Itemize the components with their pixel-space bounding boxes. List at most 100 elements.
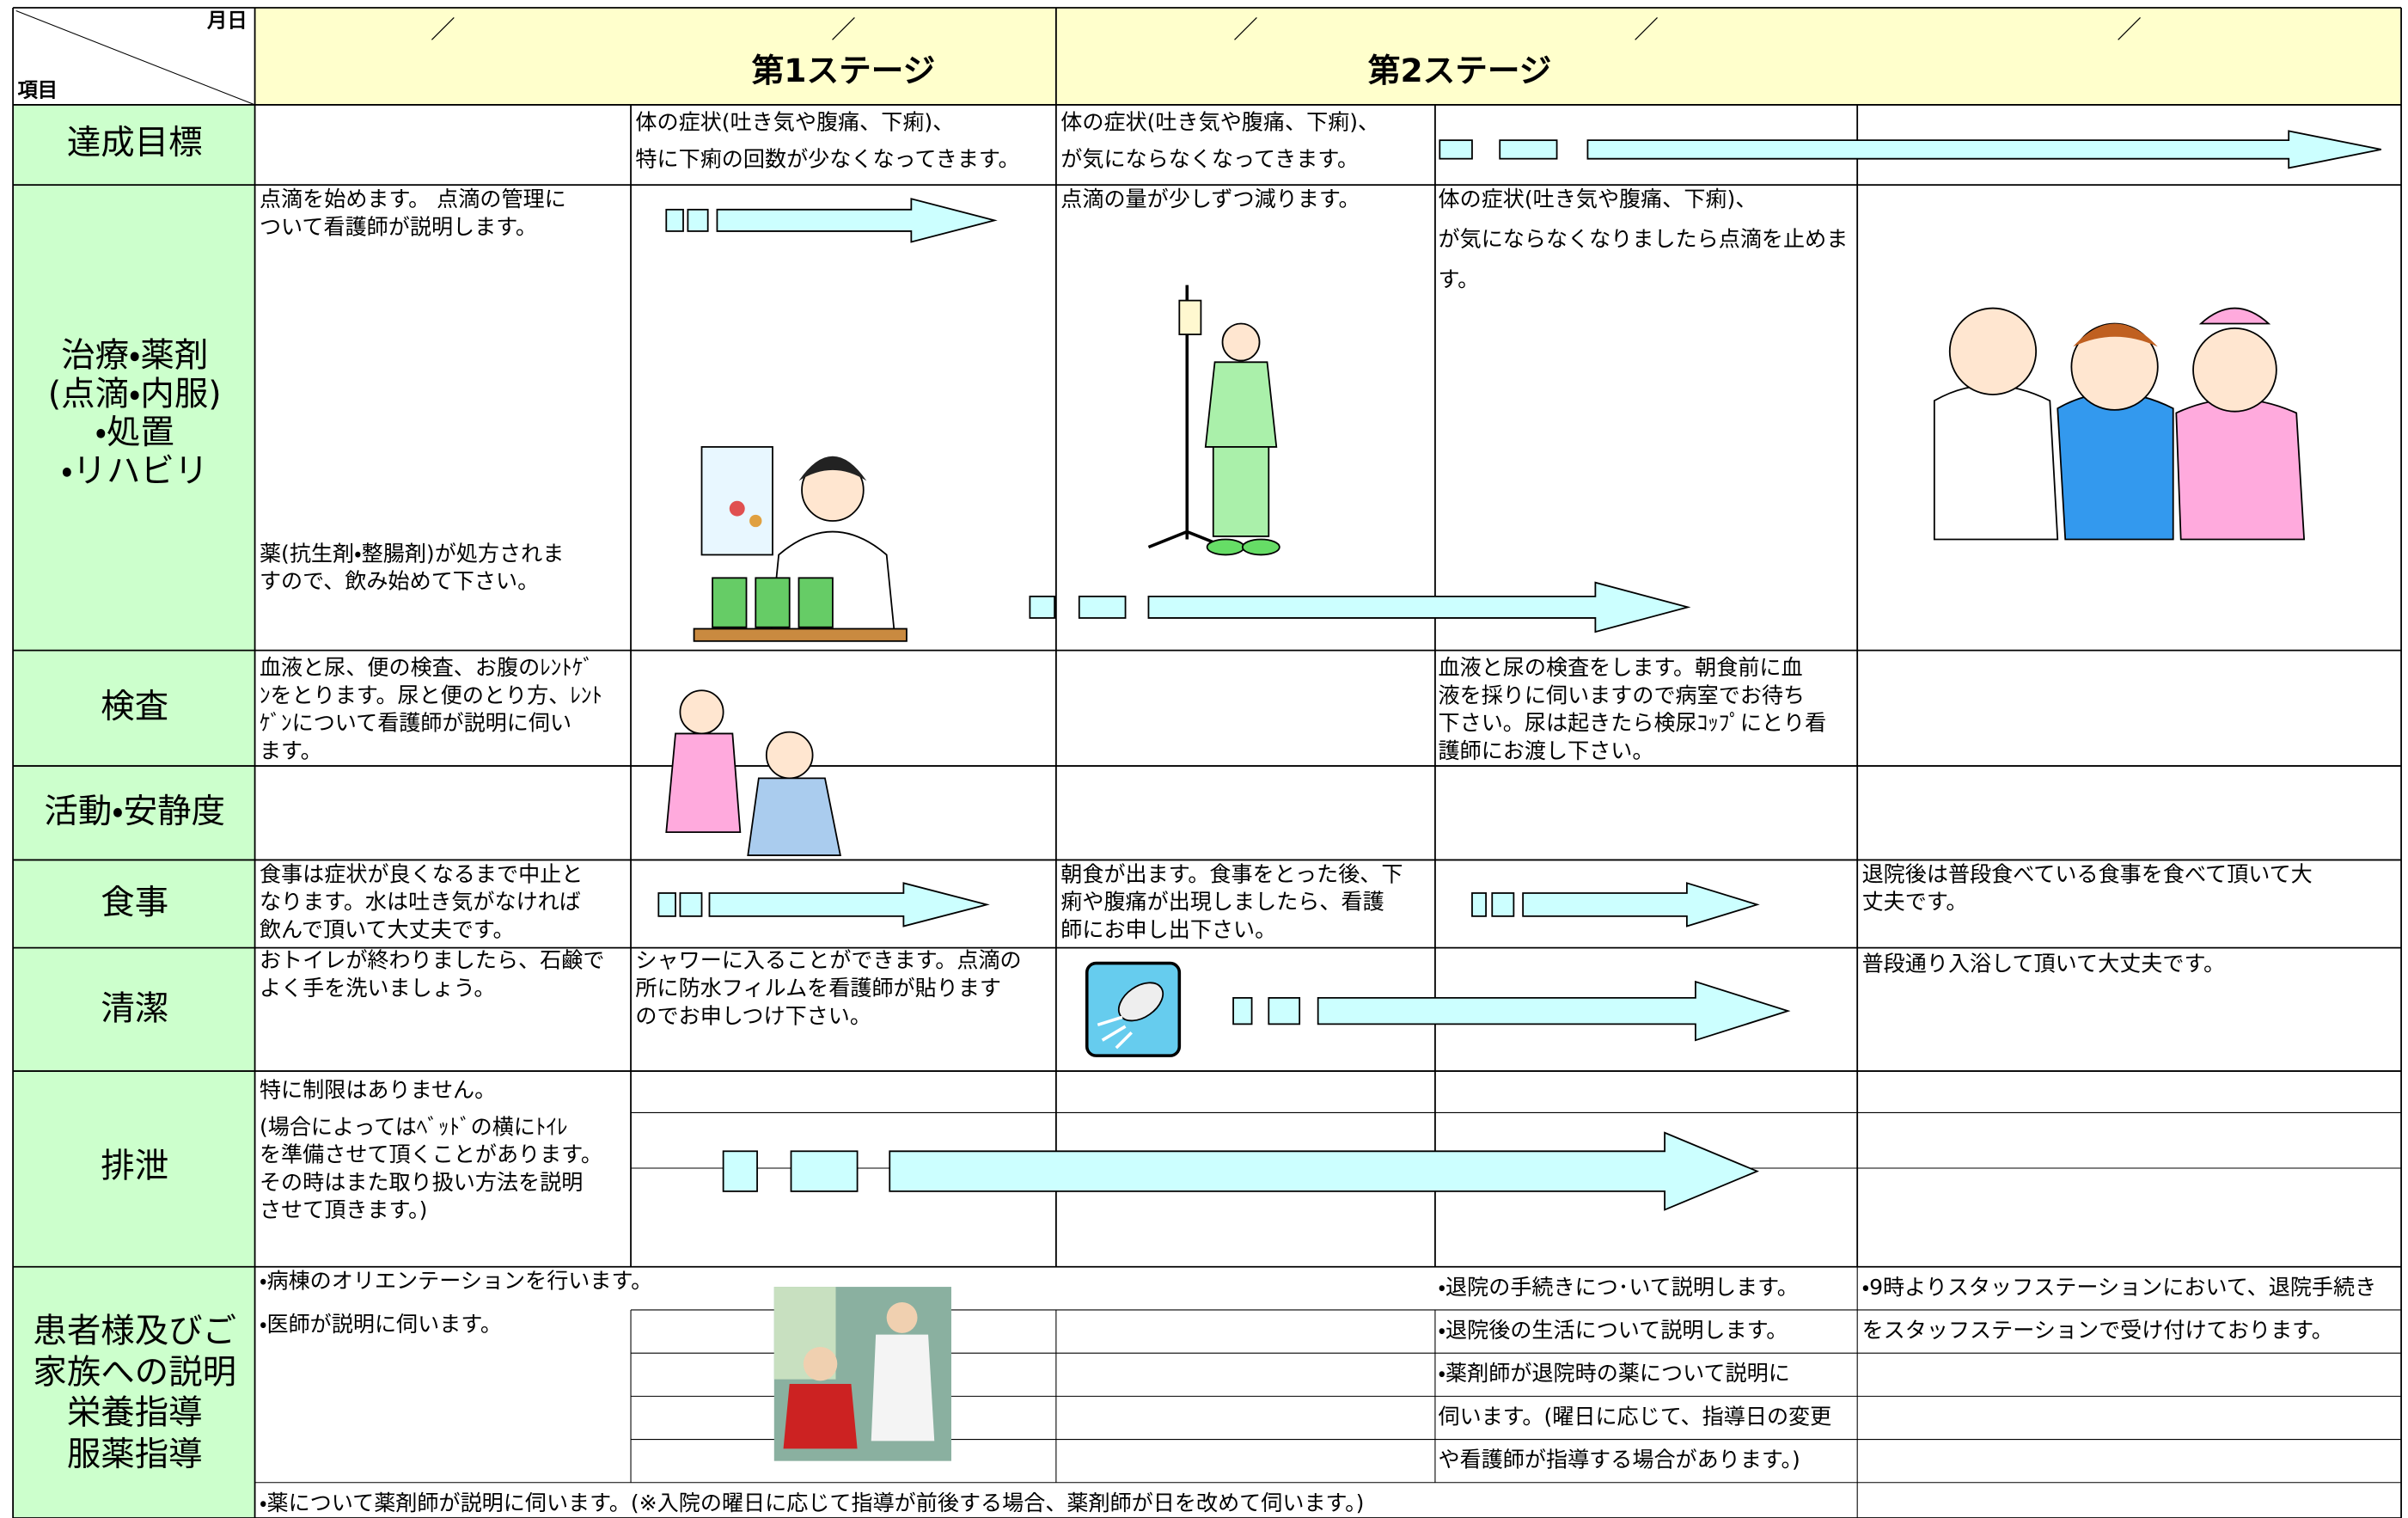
arrow — [889, 1131, 1759, 1211]
cell-text: 丈夫です。 — [1862, 890, 1968, 915]
nurse-head — [679, 689, 724, 735]
row-label: 栄養指導 — [67, 1393, 203, 1432]
cell-text: 血液と尿の検査をします。朝食前に血 — [1439, 655, 1803, 680]
cell-text: のでお申しつけ下さい。 — [635, 1003, 871, 1028]
cell-text: (場合によってはﾍﾞｯﾄﾞの横にﾄｲﾚ — [260, 1114, 568, 1139]
box — [755, 577, 791, 628]
grid-line — [15, 10, 255, 106]
hair — [798, 456, 867, 481]
arrow — [1317, 980, 1791, 1042]
arrow-block — [1439, 139, 1473, 160]
cell-text: シャワーに入ることができます。点滴の — [635, 948, 1021, 973]
nurse-head — [2192, 327, 2277, 413]
pill — [729, 500, 745, 517]
iv-bag — [1178, 299, 1202, 335]
staff-illustration — [1933, 307, 2306, 541]
cell-text: 体の症状(吐き気や腹痛、下痢)、 — [1060, 109, 1379, 134]
cell-text: よく手を洗いましょう。 — [260, 976, 496, 1001]
cell-text: 特に制限はありません。 — [260, 1077, 496, 1102]
cell-text: 普段通り入浴して頂いて大丈夫です。 — [1862, 951, 2226, 976]
doctor-coat — [871, 1334, 935, 1441]
arrow-block — [1232, 997, 1253, 1025]
consultation-illustration — [773, 1287, 951, 1461]
patient-gown — [747, 777, 841, 856]
arrow — [708, 882, 990, 927]
row-label: 治療・薬剤 — [61, 335, 208, 375]
backgrounds — [13, 7, 2402, 1518]
cell-text: 血液と尿、便の検査、お腹のﾚﾝﾄｹﾞ — [260, 655, 594, 680]
cell-text: 護師にお渡し下さい。 — [1439, 738, 1654, 763]
arrow-block — [1471, 892, 1487, 917]
patient-head — [803, 1346, 838, 1381]
row-label: (点滴・内服) — [48, 374, 222, 413]
date-mark: ／ — [1634, 15, 1659, 44]
date-mark: ／ — [431, 15, 455, 44]
pants — [1212, 446, 1270, 537]
arrow-block — [722, 1150, 758, 1192]
cell-text: ・薬について薬剤師が説明に伺います。(※入院の曜日に応じて指導が前後する場合、薬… — [260, 1490, 1365, 1515]
row-label: 清潔 — [101, 989, 168, 1029]
row-label: 排泄 — [101, 1147, 168, 1186]
iv-patient-illustration — [1147, 285, 1280, 556]
box — [712, 577, 748, 628]
cell-text: させて頂きます。) — [260, 1197, 427, 1222]
staff-shirt — [2057, 392, 2174, 541]
arrow-block — [1491, 892, 1515, 917]
slipper — [1241, 538, 1280, 556]
item-label: 項目 — [17, 78, 58, 101]
cell-text: おトイレが終わりましたら、石鹸で — [260, 948, 605, 973]
box — [798, 577, 834, 628]
cell-text: 体の症状(吐き気や腹痛、下痢)、 — [1439, 187, 1757, 211]
doctor-head — [1948, 307, 2038, 395]
patient-sweater — [783, 1384, 858, 1449]
cell-text: 師にお申し出下さい。 — [1060, 917, 1276, 942]
arrow-block — [1268, 997, 1301, 1025]
nurse-patient-illustration — [665, 689, 841, 856]
row-label: ・リハビリ — [61, 451, 208, 491]
date-mark: ／ — [1233, 15, 1258, 44]
arrow — [1522, 882, 1760, 927]
cell-text: ・退院の手続きにつ･いて説明します。 — [1439, 1275, 1799, 1300]
cell-text: 食事は症状が良くなるまで中止と — [260, 861, 583, 886]
cell-text: ・9時よりスタッフステーションにおいて、退院手続き — [1862, 1275, 2377, 1300]
date-mark: ／ — [831, 15, 856, 44]
cell-text: ｹﾞﾝについて看護師が説明に伺い — [260, 711, 571, 736]
cell-text: が気にならなくなりましたら点滴を止めま — [1439, 227, 1849, 252]
cell-text: を準備させて頂くことがあります。 — [260, 1142, 602, 1167]
label-column-fill — [13, 104, 255, 1518]
cell-text: すので、飲み始めて下さい。 — [260, 569, 539, 594]
staff-hair — [2073, 323, 2158, 347]
cell-text: 点滴の量が少しずつ減ります。 — [1060, 187, 1360, 211]
cell-text: 下さい。尿は起きたら検尿ｺｯﾌﾟにとり看 — [1439, 711, 1827, 736]
cell-text: ます。 — [260, 738, 322, 763]
arrow-block — [1499, 139, 1558, 160]
arrow — [1147, 581, 1691, 634]
cell-text: 薬(抗生剤・整腸剤)が処方されま — [260, 541, 564, 566]
cell-text: 特に下痢の回数が少なくなってきます。 — [635, 146, 1019, 171]
arrow-block — [679, 892, 703, 917]
cell-text: 体の症状(吐き気や腹痛、下痢)、 — [635, 109, 954, 134]
cell-text: 痢や腹痛が出現しましたら、看護 — [1060, 890, 1384, 915]
staff-head — [2070, 322, 2159, 411]
nurse-uniform — [2175, 398, 2306, 541]
head — [1221, 322, 1261, 362]
arrow-block — [790, 1150, 859, 1192]
arrow-block — [687, 208, 709, 232]
row-label: 検査 — [101, 687, 168, 726]
slipper — [1206, 538, 1245, 556]
cell-text: 点滴を始めます。 点滴の管理に — [260, 187, 566, 211]
cell-text: 液を採りに伺いますので病室でお待ち — [1439, 682, 1806, 707]
cell-text: ・退院後の生活について説明します。 — [1439, 1318, 1788, 1343]
arrow — [716, 198, 998, 243]
row-label: 患者様及びご — [33, 1311, 236, 1350]
shower-illustration — [1085, 961, 1182, 1057]
texts: 月日 項目 ／／／／／第1ステージ 第2ステージ達成目標治療・薬剤(点滴・内服)・… — [17, 9, 2376, 1515]
cell-text: ・薬剤師が退院時の薬について説明に — [1439, 1361, 1790, 1386]
cell-text: 退院後は普段食べている食事を食べて頂いて大 — [1862, 861, 2313, 886]
pill — [749, 514, 762, 528]
illustrations — [665, 285, 2306, 1461]
grid — [12, 7, 2402, 1518]
cell-text: 伺います。(曜日に応じて、指導日の変更 — [1439, 1404, 1832, 1429]
